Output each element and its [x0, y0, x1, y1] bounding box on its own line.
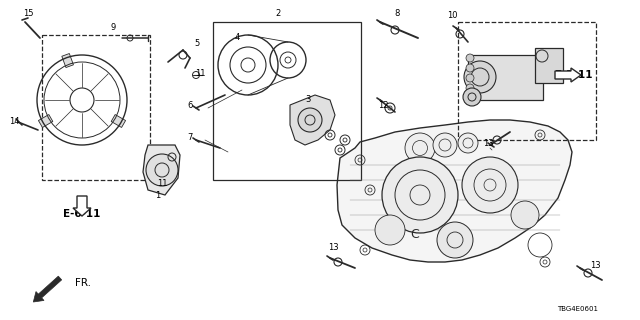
- Bar: [111, 115, 125, 127]
- Text: 6: 6: [188, 101, 193, 110]
- Circle shape: [466, 91, 474, 99]
- Circle shape: [466, 64, 474, 72]
- Text: 14: 14: [9, 117, 19, 126]
- Bar: [42, 35, 150, 180]
- Polygon shape: [337, 120, 572, 262]
- Text: 13: 13: [483, 140, 493, 148]
- Text: 9: 9: [110, 23, 116, 33]
- Circle shape: [405, 133, 435, 163]
- Bar: [213, 22, 361, 180]
- FancyArrow shape: [33, 276, 61, 302]
- Text: 11: 11: [157, 179, 167, 188]
- Text: 5: 5: [195, 39, 200, 49]
- Text: TBG4E0601: TBG4E0601: [557, 306, 598, 312]
- Bar: [38, 115, 53, 127]
- Circle shape: [298, 108, 322, 132]
- Text: 7: 7: [188, 133, 193, 142]
- Circle shape: [433, 133, 457, 157]
- Text: E-7-11: E-7-11: [556, 70, 593, 80]
- Text: FR.: FR.: [75, 278, 91, 288]
- Circle shape: [463, 88, 481, 106]
- Circle shape: [466, 54, 474, 62]
- Text: 10: 10: [447, 12, 457, 20]
- Text: 15: 15: [23, 10, 33, 19]
- Text: 12: 12: [378, 101, 388, 110]
- Bar: [468, 55, 543, 100]
- Text: 13: 13: [589, 261, 600, 270]
- Text: 13: 13: [328, 244, 339, 252]
- Text: 8: 8: [394, 9, 400, 18]
- Bar: [535, 48, 563, 83]
- Circle shape: [375, 215, 405, 245]
- Text: 11: 11: [195, 69, 205, 78]
- Circle shape: [466, 84, 474, 92]
- Circle shape: [464, 61, 496, 93]
- Text: 1: 1: [156, 191, 161, 201]
- Circle shape: [458, 133, 478, 153]
- Circle shape: [382, 157, 458, 233]
- Bar: [62, 53, 74, 68]
- FancyArrow shape: [555, 68, 581, 82]
- Circle shape: [466, 74, 474, 82]
- Text: C: C: [411, 228, 419, 242]
- Bar: [458, 22, 596, 140]
- Circle shape: [462, 157, 518, 213]
- Text: 3: 3: [305, 94, 310, 103]
- Circle shape: [437, 222, 473, 258]
- FancyArrow shape: [73, 196, 91, 216]
- Text: 4: 4: [234, 34, 239, 43]
- Circle shape: [511, 201, 539, 229]
- Text: E-6-11: E-6-11: [63, 209, 100, 219]
- Circle shape: [146, 154, 178, 186]
- Polygon shape: [143, 145, 180, 195]
- Text: 2: 2: [275, 9, 280, 18]
- Polygon shape: [290, 95, 335, 145]
